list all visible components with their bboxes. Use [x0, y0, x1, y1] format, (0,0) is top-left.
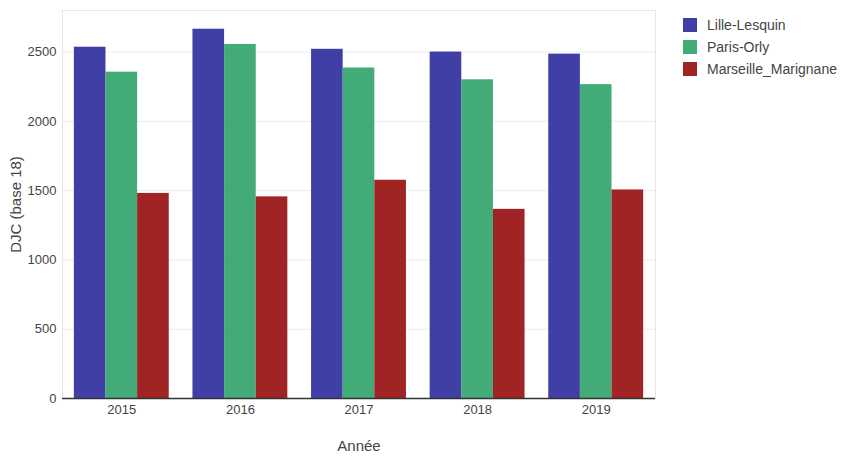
svg-text:2017: 2017 — [345, 402, 374, 417]
svg-text:500: 500 — [35, 321, 57, 336]
svg-text:1500: 1500 — [28, 183, 57, 198]
svg-text:2018: 2018 — [463, 402, 492, 417]
svg-text:DJC (base 18): DJC (base 18) — [7, 156, 24, 253]
svg-text:2500: 2500 — [28, 44, 57, 59]
svg-text:2015: 2015 — [107, 402, 136, 417]
html-text:Paris-Orly: Paris-Orly — [707, 39, 770, 55]
svg-text:1000: 1000 — [28, 252, 57, 267]
svg-text:2016: 2016 — [226, 402, 255, 417]
html-text:Lille-Lesquin: Lille-Lesquin — [707, 17, 786, 33]
svg-text:Année: Année — [337, 437, 380, 454]
svg-text:2000: 2000 — [28, 114, 57, 129]
html-text:Marseille_Marignane: Marseille_Marignane — [707, 61, 837, 77]
svg-text:0: 0 — [49, 391, 56, 406]
svg-text:2019: 2019 — [582, 402, 611, 417]
